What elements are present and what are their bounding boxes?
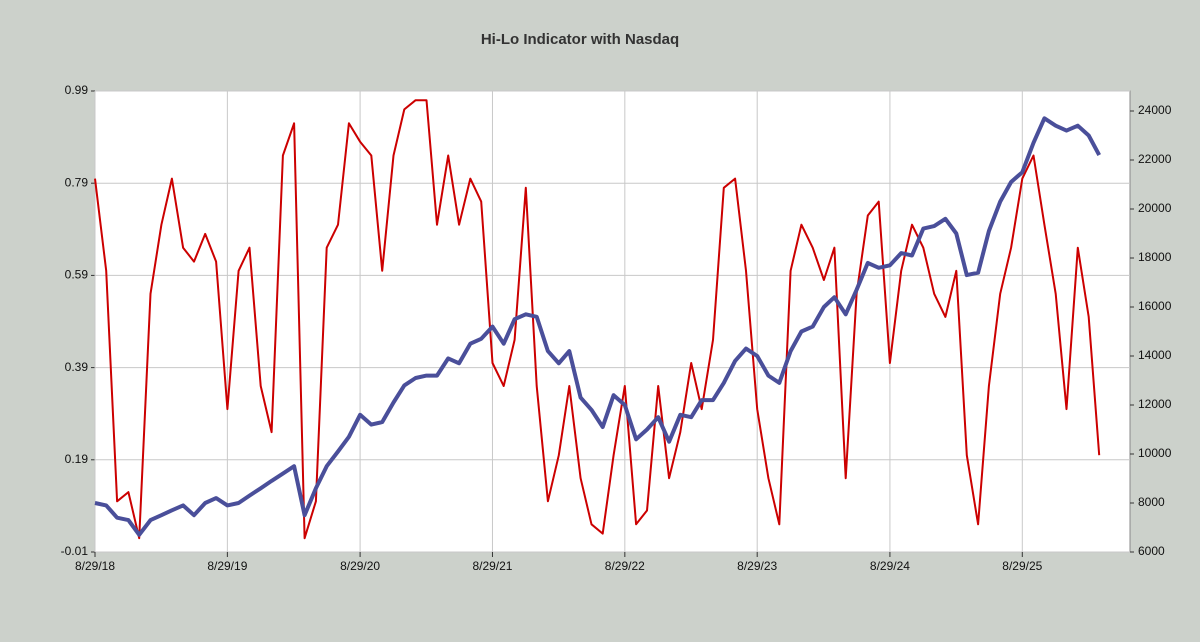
x-tick-label: 8/29/19 xyxy=(207,559,247,573)
x-tick-label: 8/29/24 xyxy=(870,559,910,573)
y-tick-label: 0.39 xyxy=(65,360,89,374)
y2-tick-label: 16000 xyxy=(1138,299,1172,313)
y-tick-label: 0.79 xyxy=(65,175,89,189)
x-tick-label: 8/29/21 xyxy=(472,559,512,573)
x-tick-label: 8/29/23 xyxy=(737,559,777,573)
chart-title: Hi-Lo Indicator with Nasdaq xyxy=(481,31,679,48)
series-line xyxy=(94,99,1101,540)
y-tick-label: 0.19 xyxy=(65,452,89,466)
x-tick-label: 8/29/20 xyxy=(340,559,380,573)
y2-tick-label: 8000 xyxy=(1138,495,1165,509)
y-tick-label: 0.59 xyxy=(65,268,89,282)
y2-tick-label: 6000 xyxy=(1138,544,1165,558)
plot-area xyxy=(94,90,1131,553)
y2-tick-label: 10000 xyxy=(1138,446,1172,460)
y2-tick-label: 12000 xyxy=(1138,397,1172,411)
y-tick-label: -0.01 xyxy=(61,544,89,558)
x-tick-label: 8/29/25 xyxy=(1002,559,1042,573)
x-tick-label: 8/29/18 xyxy=(75,559,115,573)
y2-tick-label: 14000 xyxy=(1138,348,1172,362)
y2-tick-label: 18000 xyxy=(1138,250,1172,264)
y2-tick-label: 24000 xyxy=(1138,103,1172,117)
y-tick-label: 0.99 xyxy=(65,83,89,97)
y2-tick-label: 20000 xyxy=(1138,201,1172,215)
x-tick-label: 8/29/22 xyxy=(605,559,645,573)
series-line xyxy=(94,116,1101,537)
y2-tick-label: 22000 xyxy=(1138,152,1172,166)
